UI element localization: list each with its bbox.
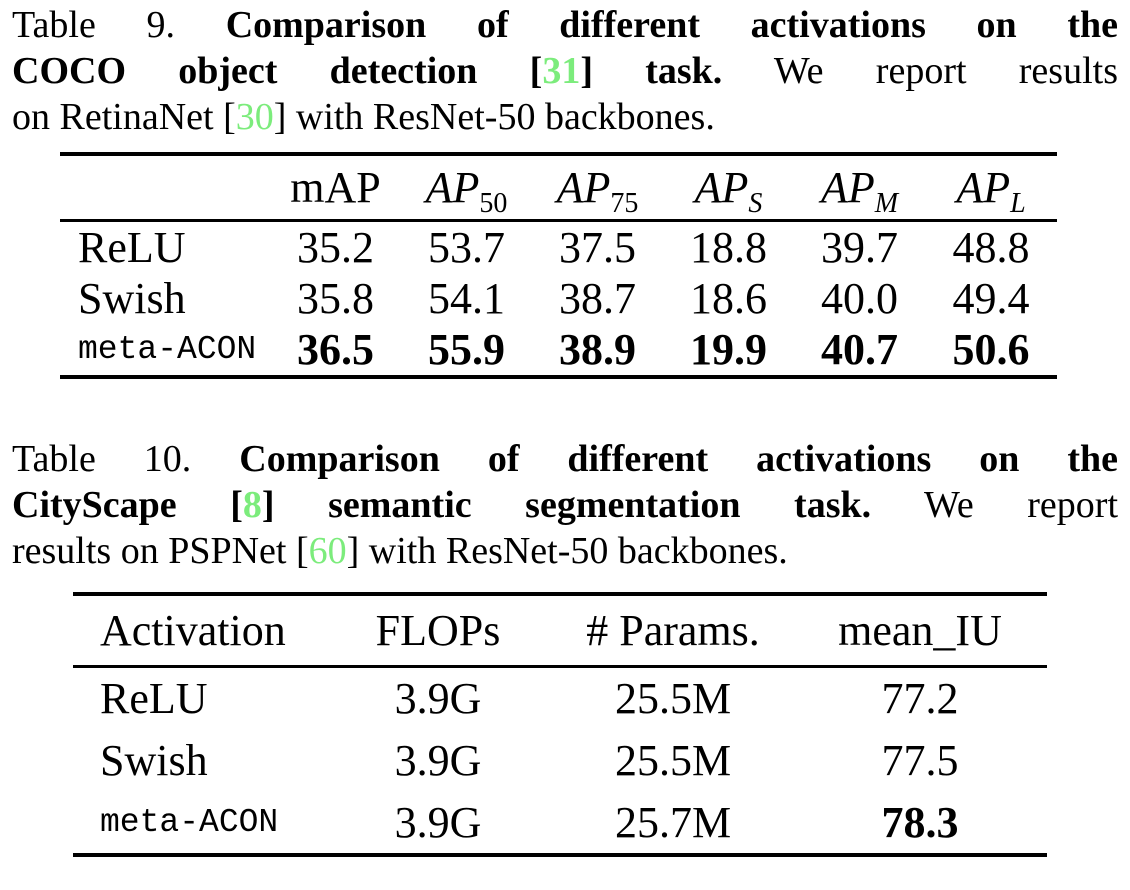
table9-caption: Table 9. Comparison of different activat… <box>12 2 1118 140</box>
cell-value: 19.9 <box>690 324 767 374</box>
table-row-swish: Swish 35.8 54.1 38.7 18.6 40.0 49.4 <box>60 273 1057 324</box>
caption-text: on RetinaNet <box>12 96 214 138</box>
table-header-row: mAP AP50 AP75 APS APM APL <box>60 154 1057 220</box>
caption-line: CityScape [8] semantic segmentation task… <box>12 482 1118 528</box>
cell-value: 40.7 <box>821 324 898 374</box>
caption-text: with ResNet-50 backbones. <box>368 530 788 572</box>
caption-line: on RetinaNet [30] with ResNet-50 backbon… <box>12 94 1118 140</box>
cell-value: 38.9 <box>559 324 636 374</box>
column-header-aps: APS <box>694 162 763 219</box>
cell-value: 49.4 <box>952 273 1030 323</box>
cell-value: 3.9G <box>394 673 482 723</box>
cell-value: 25.5M <box>614 736 732 785</box>
caption-text: with ResNet-50 backbones. <box>295 96 715 138</box>
cell-value: 38.7 <box>559 273 636 323</box>
caption-line: Table 10. Comparison of different activa… <box>12 436 1118 482</box>
cell-value: 50.6 <box>952 324 1030 374</box>
row-label: meta-ACON <box>100 804 279 841</box>
caption-bold-text: Comparison of different activations on t… <box>225 4 1118 46</box>
caption-text: results on PSPNet <box>12 530 287 572</box>
row-label: ReLU <box>78 222 186 272</box>
table-row-meta-acon: meta-ACON 36.5 55.9 38.9 19.9 40.7 50.6 <box>60 324 1057 377</box>
caption-bold-text: CityScape <box>12 484 177 526</box>
citation-ref-60[interactable]: [60] <box>295 530 360 572</box>
cell-value: 3.9G <box>394 798 482 847</box>
citation-number[interactable]: 31 <box>542 50 581 92</box>
caption-line: COCO object detection [31] task. We repo… <box>12 48 1118 94</box>
cell-value: 78.3 <box>881 798 959 847</box>
column-header-apm: APM <box>820 162 899 219</box>
row-label: Swish <box>78 273 186 323</box>
row-label: Swish <box>100 736 208 785</box>
cell-value: 48.8 <box>952 222 1030 272</box>
table-header-row: Activation FLOPs # Params. mean_IU <box>73 594 1047 666</box>
caption-bold-text: COCO object detection <box>12 50 478 92</box>
cell-value: 37.5 <box>559 222 636 272</box>
cell-value: 53.7 <box>428 222 505 272</box>
cityscape-segmentation-table: Activation FLOPs # Params. mean_IU ReLU … <box>73 592 1047 857</box>
table-row-relu: ReLU 3.9G 25.5M 77.2 <box>73 666 1047 729</box>
cell-value: 18.6 <box>690 273 767 323</box>
cell-value: 18.8 <box>690 222 767 272</box>
citation-ref-8[interactable]: [8] <box>230 484 275 526</box>
column-header-activation: Activation <box>100 605 286 655</box>
citation-ref-31[interactable]: [31] <box>529 50 593 92</box>
column-header-mean-iu: mean_IU <box>838 605 1002 655</box>
caption-bold-text: semantic segmentation task. <box>328 484 872 526</box>
caption-text: We report <box>924 484 1118 526</box>
cell-value: 77.2 <box>881 673 959 723</box>
caption-bold-text: Comparison of different activations on t… <box>239 438 1118 480</box>
citation-number[interactable]: 60 <box>308 530 347 572</box>
cell-value: 35.8 <box>297 273 374 323</box>
table10-caption: Table 10. Comparison of different activa… <box>12 436 1118 574</box>
column-header-ap75: AP75 <box>556 162 639 219</box>
cell-value: 77.5 <box>881 736 959 785</box>
cell-value: 35.2 <box>297 222 374 272</box>
cell-value: 25.5M <box>614 673 732 723</box>
table-row-relu: ReLU 35.2 53.7 37.5 18.8 39.7 48.8 <box>60 220 1057 273</box>
caption-line: results on PSPNet [60] with ResNet-50 ba… <box>12 528 1118 574</box>
citation-ref-30[interactable]: [30] <box>223 96 287 138</box>
caption-bold-text: task. <box>645 50 723 92</box>
row-label: meta-ACON <box>78 330 257 368</box>
column-header-apl: APL <box>956 162 1026 219</box>
column-header-params: # Params. <box>586 605 760 655</box>
column-header-map: mAP <box>290 162 381 212</box>
cell-value: 39.7 <box>821 222 898 272</box>
caption-text: We report results <box>773 50 1118 92</box>
table-row-swish: Swish 3.9G 25.5M 77.5 <box>73 729 1047 792</box>
cell-value: 40.0 <box>821 273 898 323</box>
cell-value: 55.9 <box>428 324 505 374</box>
coco-detection-table: mAP AP50 AP75 APS APM APL ReLU 35.2 53.7… <box>60 152 1057 379</box>
caption-label: Table 9. <box>12 4 176 46</box>
citation-number[interactable]: 30 <box>235 96 274 138</box>
cell-value: 3.9G <box>394 736 482 785</box>
column-header-ap50: AP50 <box>425 162 508 219</box>
caption-label: Table 10. <box>12 438 192 480</box>
citation-number[interactable]: 8 <box>242 484 262 526</box>
cell-value: 36.5 <box>297 324 374 374</box>
cell-value: 25.7M <box>614 798 732 847</box>
row-label: ReLU <box>100 673 208 723</box>
cell-value: 54.1 <box>428 273 505 323</box>
caption-line: Table 9. Comparison of different activat… <box>12 2 1118 48</box>
column-header-flops: FLOPs <box>375 605 501 655</box>
table-row-meta-acon: meta-ACON 3.9G 25.7M 78.3 <box>73 792 1047 855</box>
empty-header-cell <box>60 154 270 220</box>
